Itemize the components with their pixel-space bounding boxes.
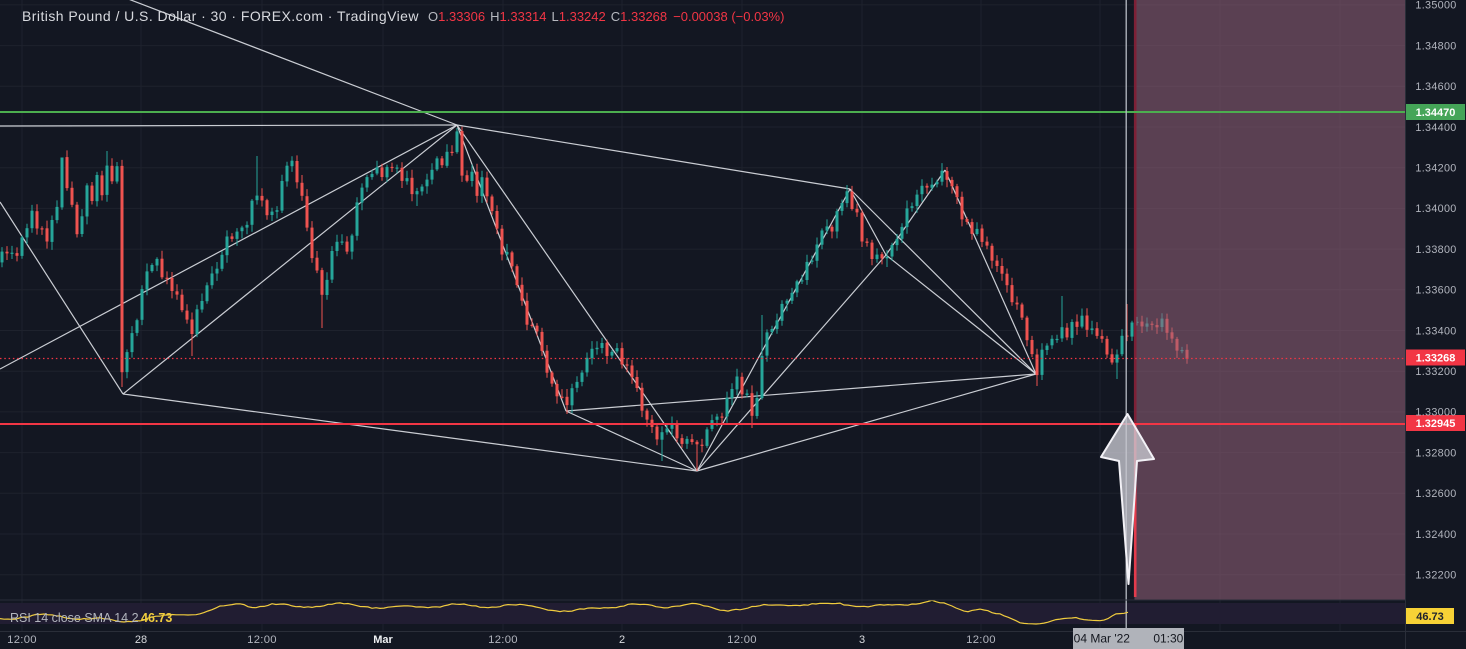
svg-text:1.32200: 1.32200	[1415, 570, 1456, 582]
svg-text:04 Mar '22 01:30: 04 Mar '22 01:30	[1074, 632, 1184, 646]
svg-text:3: 3	[859, 634, 865, 646]
svg-text:1.32400: 1.32400	[1415, 529, 1456, 541]
svg-text:1.34800: 1.34800	[1415, 40, 1456, 52]
svg-text:1.34400: 1.34400	[1415, 122, 1456, 134]
svg-text:1.33600: 1.33600	[1415, 285, 1456, 297]
svg-text:1.32600: 1.32600	[1415, 488, 1456, 500]
svg-text:1.33400: 1.33400	[1415, 325, 1456, 337]
svg-text:28: 28	[135, 634, 147, 646]
svg-text:2: 2	[619, 634, 625, 646]
svg-text:1.32945: 1.32945	[1416, 418, 1456, 430]
svg-text:12:00: 12:00	[247, 634, 277, 646]
svg-text:1.33200: 1.33200	[1415, 366, 1456, 378]
svg-text:1.33000: 1.33000	[1415, 407, 1456, 419]
svg-text:1.34200: 1.34200	[1415, 163, 1456, 175]
svg-text:1.33268: 1.33268	[1416, 353, 1456, 365]
svg-text:12:00: 12:00	[488, 634, 518, 646]
svg-text:1.34470: 1.34470	[1416, 107, 1456, 119]
svg-text:RSI 14 close SMA 14 2: RSI 14 close SMA 14 2	[10, 611, 139, 625]
svg-text:46.73: 46.73	[141, 611, 172, 625]
svg-text:British Pound / U.S. Dollar ·: British Pound / U.S. Dollar · 30 · FOREX…	[22, 8, 419, 24]
svg-text:12:00: 12:00	[727, 634, 757, 646]
svg-text:Mar: Mar	[373, 634, 393, 646]
svg-text:12:00: 12:00	[7, 634, 37, 646]
svg-text:1.35000: 1.35000	[1415, 0, 1456, 12]
svg-text:1.32800: 1.32800	[1415, 447, 1456, 459]
svg-text:1.33800: 1.33800	[1415, 244, 1456, 256]
svg-text:46.73: 46.73	[1416, 611, 1444, 623]
svg-text:12:00: 12:00	[966, 634, 996, 646]
svg-text:1.34600: 1.34600	[1415, 81, 1456, 93]
svg-text:1.34000: 1.34000	[1415, 203, 1456, 215]
